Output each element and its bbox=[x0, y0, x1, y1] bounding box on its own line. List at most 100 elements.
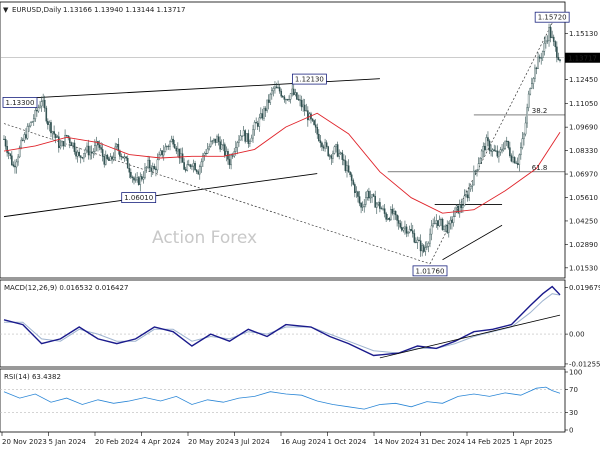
candle-body bbox=[328, 155, 331, 157]
price-label-text: 1.13300 bbox=[6, 99, 35, 107]
candle-body bbox=[448, 223, 450, 233]
candle-body bbox=[463, 195, 466, 206]
candle-body bbox=[159, 150, 162, 155]
candle-body bbox=[131, 176, 134, 178]
collapse-arrow-icon[interactable]: ▼ bbox=[3, 6, 9, 14]
candle-body bbox=[390, 209, 392, 221]
candle-body bbox=[493, 149, 496, 151]
candle-body bbox=[167, 146, 170, 148]
candle-body bbox=[75, 151, 77, 157]
candle-body bbox=[238, 139, 240, 143]
candle-body bbox=[482, 145, 485, 152]
candle-body bbox=[440, 218, 442, 221]
candle-body bbox=[271, 90, 273, 95]
candle-body bbox=[313, 120, 315, 125]
candle-body bbox=[460, 204, 463, 209]
time-tick-label: 14 Nov 2024 bbox=[374, 438, 419, 446]
candle-body bbox=[29, 122, 32, 127]
price-panel-frame bbox=[0, 1, 566, 279]
symbol-label: EURUSD,Daily bbox=[12, 6, 61, 14]
price-tick-label: 1.11050 bbox=[569, 100, 598, 108]
last-price-label: 1.13717 bbox=[568, 55, 597, 63]
candle-body bbox=[458, 204, 461, 214]
candle-body bbox=[513, 157, 516, 164]
price-label-text: 1.15720 bbox=[538, 14, 567, 22]
candle-body bbox=[263, 108, 265, 119]
candle-body bbox=[197, 171, 200, 175]
candle-body bbox=[256, 122, 259, 127]
candle-body bbox=[535, 67, 538, 69]
time-tick-label: 1 Oct 2024 bbox=[328, 438, 367, 446]
candle-body bbox=[39, 105, 41, 108]
candle-body bbox=[361, 206, 364, 208]
candle-body bbox=[151, 166, 154, 172]
candle-body bbox=[78, 151, 80, 156]
time-tick-label: 20 May 2024 bbox=[188, 438, 234, 446]
candle-body bbox=[40, 101, 43, 107]
candle-body bbox=[95, 141, 98, 146]
macd-title: MACD(12,26,9) 0.016532 0.016427 bbox=[4, 284, 128, 292]
candle-body bbox=[23, 134, 26, 141]
time-tick-label: 20 Nov 2023 bbox=[2, 438, 47, 446]
candle-body bbox=[498, 151, 500, 157]
rsi-tick-label: 0 bbox=[569, 427, 573, 435]
macd-signal-line bbox=[4, 293, 561, 354]
candle-body bbox=[372, 194, 375, 197]
candle-body bbox=[556, 46, 558, 58]
time-tick-label: 5 Jan 2024 bbox=[49, 438, 87, 446]
candle-body bbox=[543, 42, 546, 52]
candle-body bbox=[446, 224, 449, 233]
candle-body bbox=[288, 99, 290, 101]
candle-body bbox=[32, 118, 35, 122]
candle-body bbox=[430, 225, 433, 235]
time-tick-label: 20 Feb 2024 bbox=[95, 438, 139, 446]
candle-body bbox=[68, 137, 71, 143]
candle-body bbox=[161, 150, 163, 156]
candle-body bbox=[158, 154, 160, 160]
candle-body bbox=[357, 191, 359, 197]
candle-body bbox=[413, 233, 416, 243]
candle-body bbox=[532, 78, 535, 84]
candle-body bbox=[53, 131, 55, 135]
candle-body bbox=[335, 144, 337, 148]
price-tick-label: 1.12450 bbox=[569, 76, 598, 84]
candle-body bbox=[191, 165, 193, 167]
candle-body bbox=[56, 136, 59, 138]
candle-body bbox=[247, 133, 250, 144]
candle-body bbox=[383, 208, 386, 214]
candle-body bbox=[432, 223, 434, 227]
price-tick-label: 1.15130 bbox=[569, 30, 598, 38]
candle-body bbox=[518, 154, 521, 165]
candle-body bbox=[527, 93, 530, 108]
candle-body bbox=[549, 27, 552, 38]
candle-body bbox=[487, 137, 489, 142]
candle-body bbox=[452, 216, 455, 223]
candle-body bbox=[81, 157, 84, 159]
candle-body bbox=[184, 169, 187, 171]
candle-body bbox=[537, 56, 539, 69]
candle-body bbox=[548, 27, 550, 41]
candle-body bbox=[230, 155, 232, 166]
candle-body bbox=[177, 148, 179, 152]
candle-body bbox=[368, 191, 370, 199]
candle-body bbox=[363, 204, 366, 207]
candle-body bbox=[214, 138, 217, 143]
candle-body bbox=[330, 155, 333, 159]
candle-body bbox=[269, 93, 272, 103]
candle-body bbox=[45, 107, 48, 122]
candle-body bbox=[302, 104, 304, 108]
candle-body bbox=[512, 157, 514, 162]
candle-body bbox=[123, 156, 126, 159]
price-label-box bbox=[412, 265, 448, 277]
candle-body bbox=[501, 149, 503, 151]
candle-body bbox=[471, 184, 474, 187]
candle-body bbox=[424, 247, 427, 252]
candle-body bbox=[178, 148, 181, 159]
candle-body bbox=[524, 122, 527, 135]
candle-body bbox=[100, 147, 102, 150]
price-tick-label: 1.05610 bbox=[569, 194, 598, 202]
candle-body bbox=[526, 107, 528, 124]
candle-body bbox=[94, 145, 96, 152]
candle-body bbox=[31, 121, 33, 123]
candle-body bbox=[217, 136, 220, 142]
